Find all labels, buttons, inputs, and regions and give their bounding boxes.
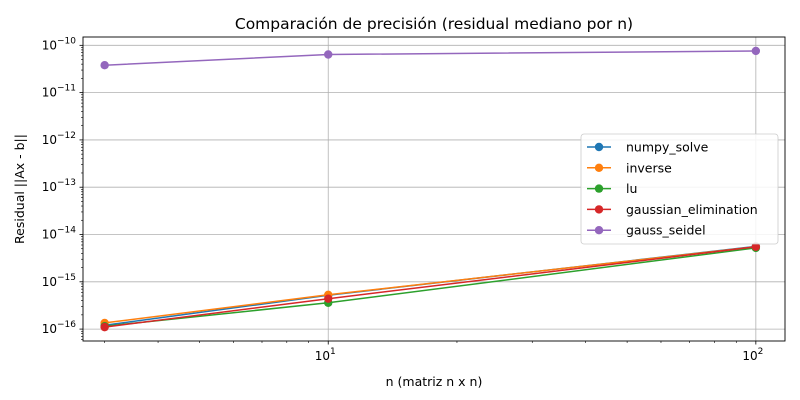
legend-marker	[594, 184, 604, 193]
legend-box	[580, 133, 779, 245]
legend-label: gauss_seidel	[626, 223, 706, 238]
grid	[83, 37, 785, 341]
legend-item: lu	[587, 181, 637, 196]
y-tick-label: 10−11	[42, 84, 76, 100]
legend-item: gauss_seidel	[587, 223, 706, 238]
legend-item: inverse	[587, 160, 672, 175]
series-gaussian-elimination	[100, 242, 761, 332]
y-tick-label: 10−10	[42, 36, 77, 52]
data-point	[751, 242, 761, 251]
legend-marker	[594, 205, 604, 214]
legend-label: gaussian_elimination	[626, 202, 758, 217]
legend-item: gaussian_elimination	[587, 202, 758, 217]
x-axis-label: n (matriz n x n)	[386, 374, 483, 389]
legend-item: numpy_solve	[587, 140, 709, 155]
y-tick-label: 10−12	[42, 131, 76, 147]
legend-marker	[594, 142, 604, 152]
data-point	[100, 322, 109, 332]
data-point	[324, 294, 333, 303]
y-tick-label: 10−13	[42, 178, 76, 194]
legend-marker	[594, 163, 604, 172]
data-point	[324, 50, 333, 59]
y-tick-label: 10−15	[42, 273, 76, 289]
plot-frame	[82, 36, 786, 342]
chart-title: Comparación de precisión (residual media…	[235, 15, 633, 33]
x-tick-label: 102	[742, 347, 763, 363]
y-axis-label: Residual ||Ax - b||	[12, 134, 27, 244]
data-point	[751, 46, 761, 56]
y-tick-label: 10−16	[42, 320, 77, 336]
series-gauss-seidel	[100, 46, 761, 70]
legend-label: inverse	[626, 160, 672, 175]
axis-ticks: 10−16 10−15 10−14 10−13 10−12 10−11 10−10 101 10…	[42, 36, 764, 363]
legend-label: numpy_solve	[626, 140, 709, 155]
legend-label: lu	[626, 181, 637, 196]
legend-marker	[594, 226, 604, 235]
data-point	[100, 61, 109, 70]
series-line	[104, 50, 756, 66]
series-line	[104, 246, 756, 328]
plot-series	[100, 46, 761, 332]
x-tick-label: 101	[315, 347, 336, 363]
y-tick-label: 10−14	[42, 226, 77, 242]
